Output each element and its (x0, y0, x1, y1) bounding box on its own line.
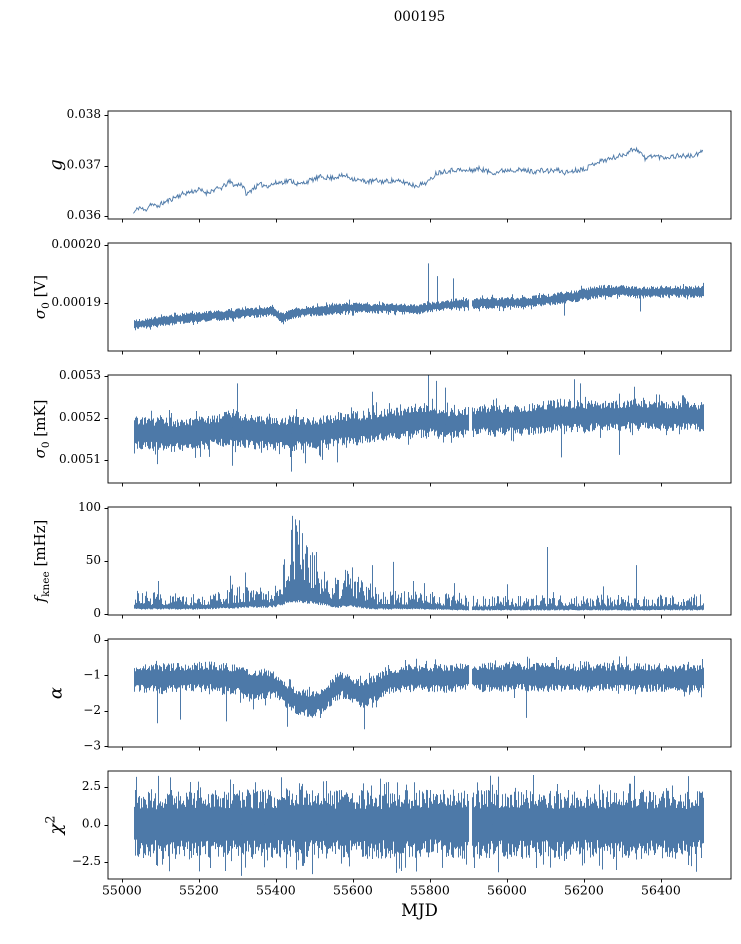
panel-sigma0-V (108, 243, 731, 351)
chart-title: 000195 (393, 9, 446, 25)
panel-g (108, 111, 731, 219)
y-axis-label-alpha: α (45, 686, 67, 700)
y-axis-label-sigma0-mK: σ0 [mK] (31, 399, 52, 459)
y-axis-label-chi2: χ2 (42, 815, 67, 835)
y-axis-label-fknee: fknee [mHz] (31, 519, 52, 603)
panel-sigma0-mK (108, 375, 731, 483)
panel-chi2 (108, 771, 731, 879)
panel-alpha (108, 639, 731, 747)
x-axis-label: MJD (401, 901, 438, 920)
y-axis-label-g: g (45, 159, 67, 171)
panel-fknee (108, 507, 731, 615)
y-axis-label-sigma0-V: σ0 [V] (31, 274, 52, 320)
